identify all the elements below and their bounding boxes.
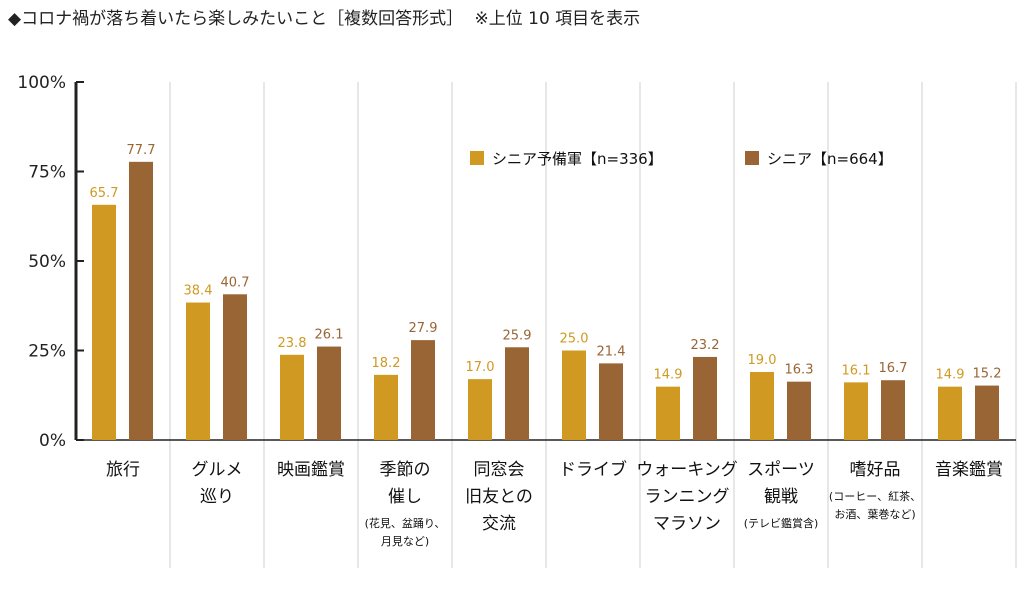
category-label: ドライブ: [559, 459, 627, 480]
y-tick-label: 0%: [39, 431, 66, 451]
category-label: 巡り: [200, 487, 234, 507]
bar-series2: [505, 347, 529, 440]
data-label: 25.9: [503, 328, 532, 343]
category-label: 映画鑑賞: [277, 460, 345, 480]
bar-series1: [562, 350, 586, 440]
data-label: 16.3: [785, 363, 814, 378]
chart-title-main: ◆コロナ禍が落ち着いたら楽しみたいこと［複数回答形式］: [8, 9, 464, 29]
bar-series1: [938, 386, 962, 440]
data-label: 14.9: [654, 368, 683, 383]
category-label: 嗜好品: [850, 460, 901, 480]
category-note: (花見、盆踊り、: [365, 516, 446, 530]
data-label: 65.7: [90, 186, 119, 201]
chart-title: ◆コロナ禍が落ち着いたら楽しみたいこと［複数回答形式］ ※上位 10 項目を表示: [8, 4, 646, 29]
data-label: 23.8: [278, 336, 307, 351]
data-label: 18.2: [372, 356, 401, 371]
data-label: 14.9: [936, 368, 965, 383]
category-label: スポーツ: [747, 460, 815, 480]
category-label: 同窓会: [474, 460, 525, 480]
category-label: 旧友との: [465, 487, 533, 507]
bar-series1: [750, 371, 774, 440]
category-note: (テレビ鑑賞含): [744, 516, 819, 530]
category-note: (コーヒー、紅茶、: [829, 490, 921, 503]
chart-subtitle: ※上位 10 項目を表示: [474, 9, 641, 29]
bar-series2: [975, 385, 999, 440]
bar-series2: [317, 346, 341, 440]
data-label: 27.9: [409, 321, 438, 336]
bar-series2: [599, 363, 623, 440]
data-label: 40.7: [221, 275, 250, 290]
bar-series2: [787, 381, 811, 440]
data-label: 17.0: [466, 360, 495, 375]
bar-series1: [844, 382, 868, 440]
bar-series1: [186, 302, 210, 440]
data-label: 16.7: [879, 361, 908, 376]
category-label: マラソン: [653, 514, 721, 534]
category-label: 観戦: [764, 487, 798, 507]
data-label: 16.1: [842, 363, 871, 378]
bar-series1: [280, 354, 304, 440]
category-label: ランニング: [645, 487, 730, 507]
bar-series2: [693, 356, 717, 440]
y-tick-label: 75%: [28, 163, 66, 183]
y-tick-label: 100%: [17, 73, 66, 93]
category-label: ウォーキング: [636, 460, 738, 480]
data-label: 15.2: [973, 367, 1002, 382]
category-label: 季節の: [380, 460, 431, 480]
category-label: 交流: [482, 514, 516, 534]
legend-swatch-series2: [745, 151, 759, 165]
legend-label-series1: シニア予備軍【n=336】: [492, 150, 663, 168]
bar-series1: [656, 386, 680, 440]
bar-series2: [223, 294, 247, 440]
bar-series1: [468, 379, 492, 440]
y-tick-label: 50%: [28, 252, 66, 272]
data-label: 26.1: [315, 328, 344, 343]
category-label: グルメ: [192, 460, 243, 480]
category-label: 旅行: [106, 460, 140, 480]
legend-label-series2: シニア【n=664】: [767, 150, 893, 168]
data-label: 21.4: [597, 344, 626, 359]
category-note: 月見など): [381, 535, 429, 548]
bar-series2: [129, 161, 153, 441]
legend-swatch-series1: [470, 151, 484, 165]
data-label: 23.2: [691, 338, 720, 353]
bar-series2: [411, 340, 435, 440]
data-label: 19.0: [748, 353, 777, 368]
data-label: 77.7: [127, 143, 156, 158]
category-label: 催し: [388, 487, 422, 507]
data-label: 25.0: [560, 332, 589, 347]
category-note: お酒、葉巻など): [834, 507, 915, 521]
bar-series1: [374, 374, 398, 440]
bar-series1: [92, 204, 116, 440]
category-label: 音楽鑑賞: [935, 460, 1003, 480]
y-tick-label: 25%: [28, 342, 66, 362]
bar-series2: [881, 380, 905, 440]
data-label: 38.4: [184, 284, 213, 299]
